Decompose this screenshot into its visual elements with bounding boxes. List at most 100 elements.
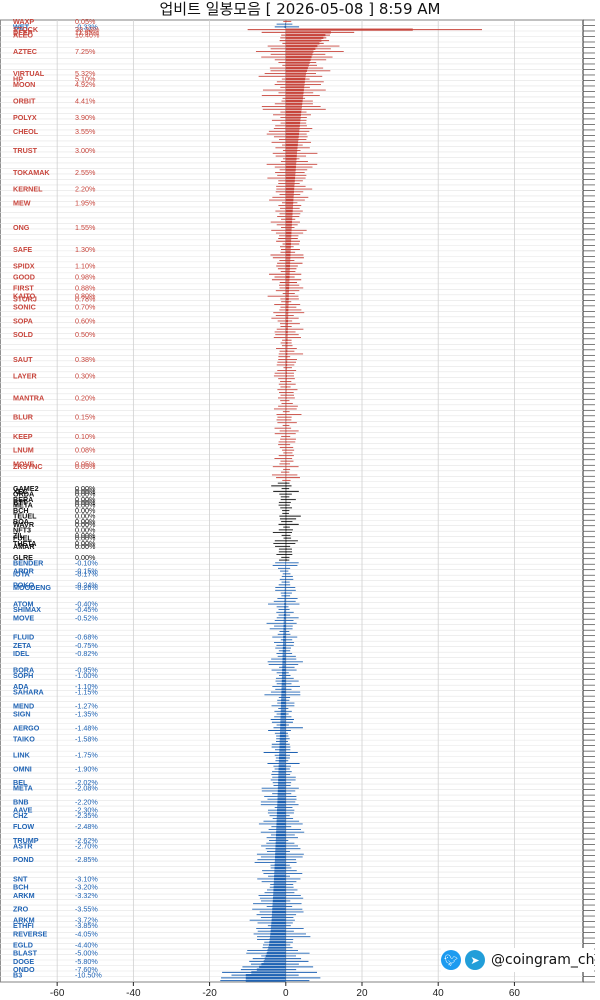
symbol-label: IDEL [13,649,30,658]
bar [284,597,286,600]
bar [283,619,286,622]
symbol-label: SAUT [13,355,33,364]
bar [285,163,297,166]
symbol-label: LNUM [13,446,34,455]
bar [285,34,326,37]
bar [285,204,294,207]
bar [285,308,289,312]
percent-label: -0.33% [75,22,98,31]
bar [285,432,287,435]
percent-label: -2.08% [75,784,98,793]
bar [285,501,287,504]
bar [285,102,303,105]
bar [283,635,286,639]
percent-label: 0.10% [75,432,96,441]
symbol-label: ARDR [13,567,35,576]
bar [285,270,290,273]
symbol-label: ZRO [13,905,29,914]
bar [245,974,286,977]
twitter-icon[interactable]: 🐦︎ [441,950,461,970]
bar [245,976,286,979]
bar [277,795,286,798]
bar [285,284,290,287]
bar [285,440,287,443]
x-tick-label: 0 [283,988,289,999]
bar [285,399,287,402]
symbol-label: LAYER [13,371,38,380]
bar [285,248,291,251]
symbol-label: AERGO [13,723,40,732]
bar [285,209,293,213]
bar [282,668,286,672]
bar [285,281,290,284]
percent-label: -2.02% [75,778,98,787]
bar [285,50,314,53]
bar [285,446,287,449]
bar [285,490,287,493]
bar [279,740,286,743]
percent-label: -3.72% [75,916,98,925]
brand-handle: @coingram_ch [491,952,595,968]
bar [285,350,288,353]
bar [282,663,286,666]
bar [271,919,286,922]
percent-label: 0.00% [75,553,96,562]
bar [285,548,287,551]
symbol-label: REVERSE [13,929,48,938]
bar [278,759,286,762]
telegram-icon[interactable]: ➤ [465,950,485,970]
percent-label: 0.38% [75,355,96,364]
symbol-label: WET [13,22,30,31]
percent-label: -2.85% [75,855,98,864]
symbol-label: ATOM [13,600,34,609]
bar [283,630,286,633]
x-tick-label: 40 [433,988,445,999]
percent-label: 0.00% [75,520,96,529]
bar [285,333,288,336]
symbol-label: SIGN [13,710,31,719]
percent-label: 0.00% [75,487,96,496]
bar [282,666,286,669]
percent-label: 0.05% [75,17,96,26]
bar [277,792,286,795]
bar [256,968,286,971]
bar [281,690,286,694]
symbol-label: VIRTUAL [13,69,45,78]
percent-label: 0.70% [75,303,96,312]
percent-label: 33.33% [75,25,100,34]
symbol-label: BTT [13,498,28,507]
percent-label: -1.35% [75,710,98,719]
bar [280,726,286,729]
bar [285,253,291,257]
bar [285,242,291,246]
percent-label: -0.95% [75,666,98,675]
symbol-label: BORA [13,666,34,675]
symbol-label: ZETA [13,641,31,650]
symbol-label: BERA [13,495,33,504]
bar [268,946,286,949]
bar [285,512,287,515]
bar [278,762,286,765]
symbol-label: IOTA [13,569,30,578]
bar [269,943,286,946]
symbol-label-layer: WAXP 0.05% WET -0.33% STOCK 33.33% DEEP 11.85% A… [13,17,102,980]
bar [285,240,292,243]
bar [285,130,300,133]
bar [285,234,292,237]
bar [284,592,286,595]
bar [274,869,286,872]
bar [283,624,286,628]
symbol-label: EGLD [13,940,33,949]
symbol-label: TRUMP [13,836,39,845]
bar [285,165,296,169]
symbol-label: AAVE [13,806,33,815]
percent-label: 0.00% [75,490,96,499]
bar [281,688,286,691]
chart-title: 업비트 일봉모음 [ 2026-05-08 ] 8:59 AM [159,0,441,18]
bar [285,421,287,424]
bar [285,75,306,78]
bar [285,498,287,501]
percent-label: 0.00% [75,484,96,493]
bar [273,880,286,883]
symbol-label: CHEOL [13,127,39,136]
